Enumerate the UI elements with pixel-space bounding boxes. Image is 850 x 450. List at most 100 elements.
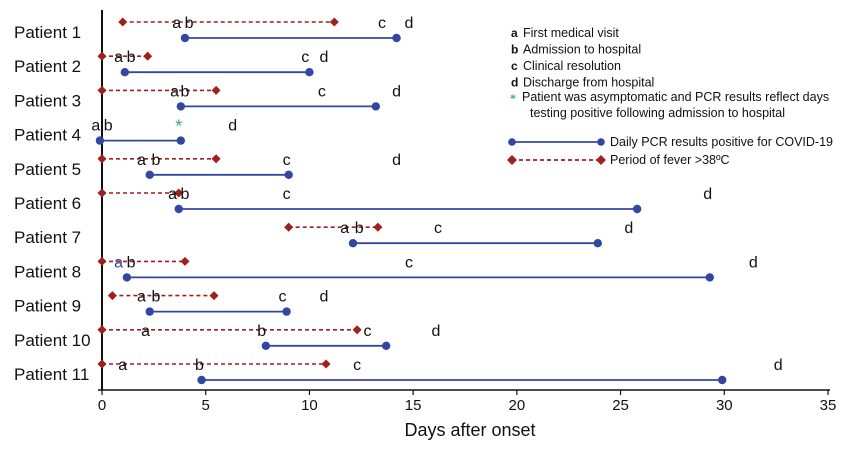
event-marker-d: d bbox=[228, 118, 237, 135]
pcr-end-dot bbox=[593, 239, 602, 248]
fever-end-diamond bbox=[329, 17, 339, 27]
patient-label: Patient 11 bbox=[14, 365, 89, 384]
event-marker-d: d bbox=[392, 83, 401, 100]
x-tick-label-30: 30 bbox=[716, 397, 733, 414]
fever-end-diamond bbox=[209, 291, 219, 301]
fever-start-diamond bbox=[97, 256, 107, 266]
pcr-start-dot bbox=[176, 102, 186, 111]
pcr-end-dot bbox=[371, 102, 381, 111]
event-marker-b: b bbox=[257, 323, 266, 340]
patient-row-11: Patient 11 a b c d bbox=[14, 357, 783, 385]
event-marker-c: c bbox=[378, 15, 386, 32]
pcr-end-dot bbox=[705, 273, 714, 282]
pcr-start-dot bbox=[120, 68, 130, 77]
fever-start-diamond bbox=[97, 85, 107, 95]
asymptomatic-marker: * bbox=[175, 117, 182, 137]
legend-asymptomatic-line2: testing positive following admission to … bbox=[530, 106, 785, 120]
event-marker-c: c bbox=[283, 186, 291, 203]
event-marker-c: c bbox=[353, 357, 361, 374]
legend-fever-diamond-end bbox=[596, 155, 606, 165]
legend-label-a: First medical visit bbox=[523, 26, 619, 40]
pcr-start-dot bbox=[122, 273, 132, 282]
event-marker-d: d bbox=[432, 323, 441, 340]
x-tick-label-15: 15 bbox=[405, 397, 422, 414]
event-marker-b: b bbox=[181, 186, 190, 203]
fever-end-diamond bbox=[143, 51, 153, 61]
legend-event-keys: a First medical visit b Admission to hospit… bbox=[511, 26, 654, 90]
event-marker-b: b bbox=[151, 152, 160, 169]
patient-label: Patient 1 bbox=[14, 23, 81, 42]
event-marker-a: a bbox=[114, 49, 123, 66]
x-tick-label-25: 25 bbox=[612, 397, 629, 414]
pcr-start-dot bbox=[348, 239, 358, 248]
patient-row-10: Patient 10 a b c d bbox=[14, 323, 440, 350]
event-marker-a: a bbox=[340, 220, 349, 237]
fever-start-diamond bbox=[97, 154, 107, 164]
patient-label: Patient 2 bbox=[14, 57, 81, 76]
x-tick-label-10: 10 bbox=[301, 397, 318, 414]
pcr-start-dot bbox=[95, 136, 105, 145]
legend-key-c: c bbox=[511, 59, 518, 73]
fever-end-diamond bbox=[373, 222, 383, 232]
event-marker-a: a bbox=[137, 152, 146, 169]
legend-label-c: Clinical resolution bbox=[523, 59, 621, 73]
event-marker-b: b bbox=[355, 220, 364, 237]
pcr-start-dot bbox=[174, 204, 183, 214]
event-marker-a: a bbox=[118, 357, 127, 374]
pcr-end-dot bbox=[718, 375, 727, 385]
legend-label-d: Discharge from hospital bbox=[523, 76, 654, 90]
event-marker-d: d bbox=[392, 152, 401, 169]
legend-pcr-dot-end bbox=[597, 138, 605, 146]
fever-start-diamond bbox=[284, 222, 294, 232]
event-marker-c: c bbox=[405, 254, 413, 271]
patient-label: Patient 4 bbox=[14, 126, 81, 145]
fever-end-diamond bbox=[211, 154, 221, 164]
event-marker-d: d bbox=[774, 357, 783, 374]
patient-label: Patient 10 bbox=[14, 331, 91, 350]
legend-key-b: b bbox=[511, 43, 518, 57]
x-axis-title: Days after onset bbox=[404, 420, 535, 440]
legend-asymptomatic-line1: Patient was asymptomatic and PCR results… bbox=[522, 90, 829, 104]
fever-start-diamond bbox=[97, 188, 107, 198]
pcr-end-dot bbox=[284, 170, 293, 179]
legend-asymptomatic-marker: * bbox=[510, 91, 516, 105]
event-marker-d: d bbox=[319, 49, 328, 66]
event-marker-d: d bbox=[749, 254, 758, 271]
patient-row-4: Patient 4 a b d * bbox=[14, 117, 237, 145]
event-marker-c: c bbox=[434, 220, 442, 237]
legend-key-d: d bbox=[511, 76, 518, 90]
pcr-end-dot bbox=[632, 204, 642, 214]
event-marker-a: a bbox=[170, 83, 179, 100]
event-marker-b: b bbox=[181, 83, 190, 100]
fever-start-diamond bbox=[118, 17, 128, 27]
patient-label: Patient 7 bbox=[14, 228, 81, 247]
pcr-start-dot bbox=[180, 33, 190, 43]
patient-label: Patient 9 bbox=[14, 297, 81, 316]
event-marker-c: c bbox=[301, 49, 309, 66]
pcr-end-dot bbox=[392, 33, 401, 43]
event-marker-a: a bbox=[114, 254, 123, 271]
patient-label: Patient 8 bbox=[14, 262, 81, 281]
event-marker-d: d bbox=[703, 186, 712, 203]
event-marker-b: b bbox=[195, 357, 204, 374]
fever-end-diamond bbox=[352, 325, 362, 335]
event-marker-b: b bbox=[127, 49, 136, 66]
event-marker-a: a bbox=[141, 323, 150, 340]
x-tick-label-20: 20 bbox=[509, 397, 526, 414]
event-marker-c: c bbox=[364, 323, 372, 340]
x-axis-ticks: 0 5 10 15 20 25 30 35 bbox=[98, 390, 836, 414]
event-marker-c: c bbox=[278, 289, 286, 306]
event-marker-d: d bbox=[319, 289, 328, 306]
event-marker-b: b bbox=[185, 15, 194, 32]
event-marker-a: a bbox=[137, 289, 146, 306]
pcr-end-dot bbox=[282, 307, 291, 316]
legend-pcr-dot-start bbox=[508, 138, 516, 146]
pcr-start-dot bbox=[261, 341, 271, 350]
